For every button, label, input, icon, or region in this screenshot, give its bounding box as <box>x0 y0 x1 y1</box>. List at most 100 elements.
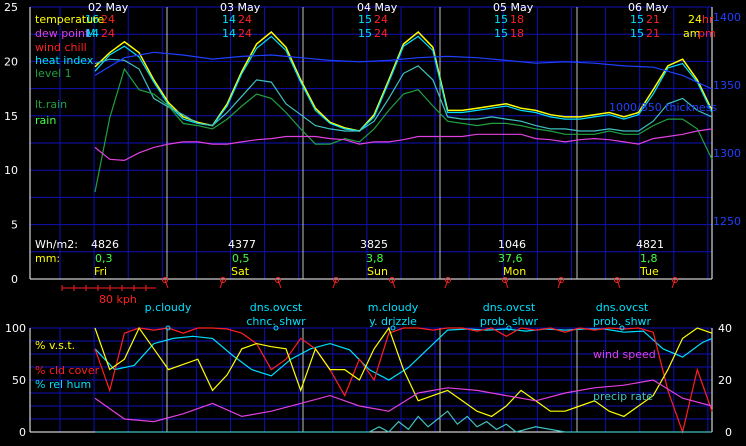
lower-y2-tick-label: 0 <box>725 426 732 439</box>
lower-y-tick-label: 0 <box>19 426 26 439</box>
wind-arrow <box>219 279 224 289</box>
series--rel-hum <box>94 328 713 381</box>
temp-hi-max: 24 <box>101 13 115 26</box>
pm-label: pm <box>698 27 716 40</box>
upper-y-tick-label: 10 <box>4 164 18 177</box>
temp-lo-max: 18 <box>510 27 524 40</box>
day-label: Sun <box>367 265 388 278</box>
temp-hi-max: 24 <box>238 13 252 26</box>
weather-desc: dns.ovcst <box>250 301 303 314</box>
wind-arrow-head <box>220 277 226 283</box>
rain-mm-value: 37,6 <box>498 252 523 265</box>
legend-cld-cover: % cld cover <box>35 364 100 377</box>
temp-lo-dew: 15 <box>630 27 644 40</box>
legend-heat-index: heat index <box>35 54 94 67</box>
weather-desc: dns.ovcst <box>483 301 536 314</box>
lower-y-tick-label: 100 <box>5 322 26 335</box>
wind-arrow <box>277 279 282 289</box>
upper-panel-grid: 0 5 10 15 20 25 1250 1300 1350 1400 <box>4 1 741 286</box>
temp-hi-max: 24 <box>374 13 388 26</box>
temp-lo-dew: 15 <box>494 27 508 40</box>
legend-dew-point-suffix: M <box>86 27 96 40</box>
weather-desc: prob. shwr <box>480 315 539 328</box>
date-label: 06 May <box>628 1 669 14</box>
upper-y2-tick-label: 1350 <box>713 79 741 92</box>
energy-value: 1046 <box>498 238 526 251</box>
hour-unit: hr <box>702 13 714 26</box>
hour-label: 24 <box>688 13 702 26</box>
wind-arrow-head <box>389 277 395 283</box>
weather-desc: chnc. shwr <box>246 315 306 328</box>
weather-desc: prob. shwr <box>593 315 652 328</box>
wind-arrow-head <box>558 277 564 283</box>
wind-arrow <box>332 279 337 289</box>
series--cld-cover <box>94 327 713 435</box>
wind-arrow-head <box>672 277 678 283</box>
upper-y-tick-label: 15 <box>4 110 18 123</box>
wind-arrow-head <box>275 277 281 283</box>
wind-arrow <box>504 279 509 289</box>
rain-mm-value: 0,3 <box>95 252 113 265</box>
series-level-1 <box>94 67 713 193</box>
weather-marker <box>619 325 625 331</box>
legend-rel-hum: % rel hum <box>35 378 91 391</box>
temp-hi-dew: 15 <box>630 13 644 26</box>
weather-marker <box>165 325 171 331</box>
energy-value: 4821 <box>636 238 664 251</box>
date-label: 03 May <box>220 1 261 14</box>
wind-arrow-head <box>333 277 339 283</box>
upper-y-tick-label: 0 <box>11 273 18 286</box>
temp-lo-dew: 14 <box>85 27 99 40</box>
rain-mm-value: 1,8 <box>640 252 658 265</box>
day-label: Mon <box>503 265 526 278</box>
lower-y2-tick-label: 40 <box>718 322 732 335</box>
legend-rain: rain <box>35 114 56 127</box>
series-1000-850-thickness <box>94 51 713 90</box>
temp-lo-max: 24 <box>374 27 388 40</box>
energy-label: Wh/m2: <box>35 238 78 251</box>
lower-y-tick-label: 50 <box>12 374 26 387</box>
upper-panel-series <box>94 30 713 193</box>
temp-lo-max: 24 <box>238 27 252 40</box>
energy-value: 4377 <box>228 238 256 251</box>
wind-arrow-head <box>445 277 451 283</box>
upper-y2-tick-label: 1300 <box>713 147 741 160</box>
temp-lo-max: 24 <box>101 27 115 40</box>
weather-desc: m.cloudy <box>368 301 419 314</box>
wind-scale-label: 80 kph <box>99 293 137 306</box>
weather-desc: y. drizzle <box>369 315 417 328</box>
series--v-s-t- <box>94 326 713 418</box>
temp-lo-dew: 15 <box>358 27 372 40</box>
wind-arrow-head <box>614 277 620 283</box>
day-label: Sat <box>231 265 250 278</box>
wind-arrow <box>391 279 396 289</box>
temp-hi-max: 18 <box>510 13 524 26</box>
temp-lo-dew: 14 <box>222 27 236 40</box>
wind-arrow <box>671 279 676 289</box>
wind-arrow <box>616 279 621 289</box>
series-pressure <box>94 128 713 162</box>
legend-thickness: 1000/850 thickness <box>609 101 717 114</box>
upper-y2-tick-label: 1400 <box>713 11 741 24</box>
legend-temperature: temperature <box>35 13 104 26</box>
upper-y2-tick-label: 1250 <box>713 215 741 228</box>
series-temperature <box>94 30 713 132</box>
temp-lo-max: 21 <box>646 27 660 40</box>
temp-hi-max: 21 <box>646 13 660 26</box>
wind-arrow-head <box>502 277 508 283</box>
legend-lt-rain: lt.rain <box>35 98 67 111</box>
temp-hi-dew: 15 <box>358 13 372 26</box>
wind-arrow <box>444 279 449 289</box>
weather-marker <box>273 325 279 331</box>
am-label: am <box>683 27 700 40</box>
weather-desc: dns.ovcst <box>596 301 649 314</box>
date-label: 05 May <box>493 1 534 14</box>
wind-arrow-head <box>162 277 168 283</box>
wind-arrow <box>164 279 169 289</box>
lower-panel-grid: 0 50 100 0 20 40 <box>5 322 732 439</box>
legend-wind-speed: wind speed <box>593 348 656 361</box>
legend-level1: level 1 <box>35 67 72 80</box>
legend-dew-point: dew point <box>35 27 90 40</box>
rain-mm-value: 3,8 <box>366 252 384 265</box>
